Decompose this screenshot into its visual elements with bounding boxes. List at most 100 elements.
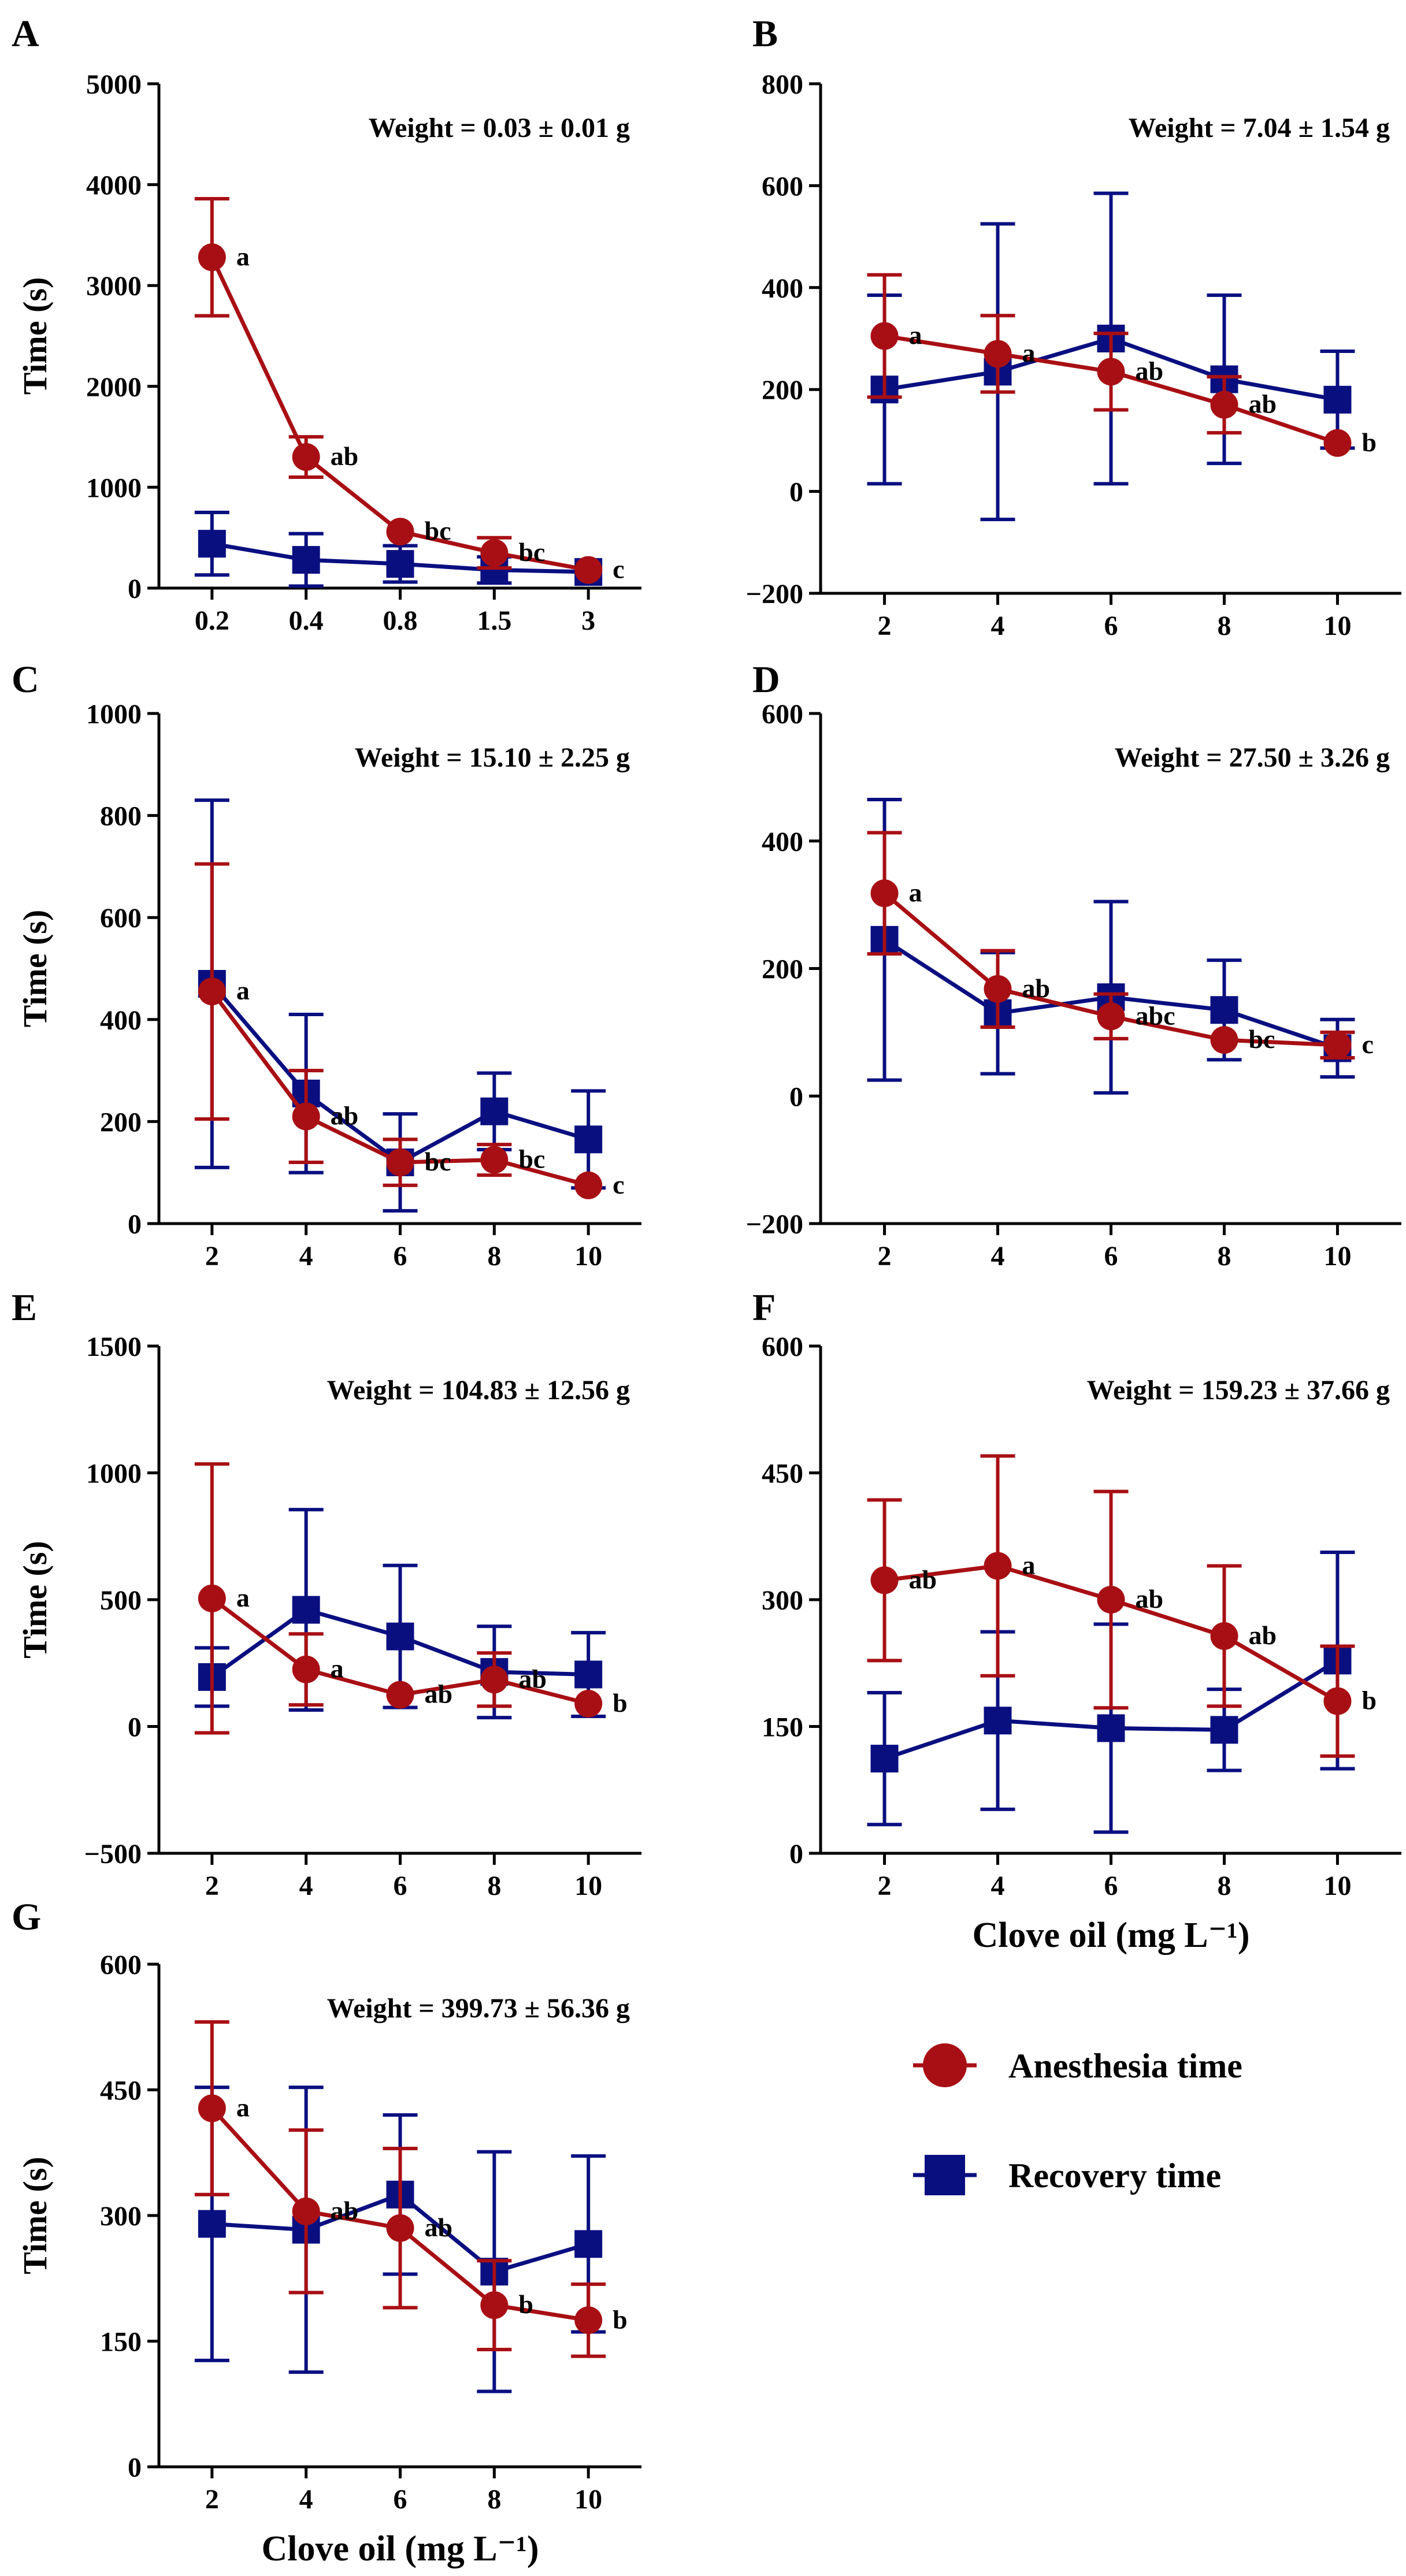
y-tick-label: 600 (100, 1950, 142, 1980)
y-axis-label: Time (s) (16, 277, 54, 395)
y-axis-label: Time (s) (16, 910, 54, 1028)
anesthesia-point (574, 556, 603, 584)
y-tick-label: 0 (128, 1712, 142, 1743)
anesthesia-point (1210, 391, 1238, 419)
y-tick-label: −200 (746, 1209, 803, 1240)
x-axis-label: Clove oil (mg L⁻¹) (972, 1916, 1249, 1955)
anesthesia-point (292, 1102, 320, 1131)
y-tick-label: 0 (128, 1209, 142, 1240)
x-tick-label: 6 (1104, 1871, 1118, 1901)
x-tick-label: 6 (1104, 1241, 1118, 1272)
weight-label: Weight = 15.10 ± 2.25 g (355, 742, 630, 773)
y-tick-label: 4000 (86, 170, 142, 201)
x-tick-label: 6 (394, 1871, 407, 1901)
series-anesthesia (194, 1462, 603, 1735)
x-tick-label: 8 (487, 1241, 501, 1272)
panel-label: G (12, 1896, 41, 1938)
anesthesia-point (198, 2094, 226, 2122)
significance-letter: a (909, 321, 922, 350)
x-tick-label: 8 (487, 2484, 501, 2515)
weight-label: Weight = 159.23 ± 37.66 g (1087, 1375, 1390, 1406)
y-tick-label: 450 (100, 2076, 142, 2106)
panel-label: B (752, 13, 778, 55)
y-tick-label: 800 (100, 801, 142, 832)
x-axis-label: Clove oil (mg L⁻¹) (261, 2529, 539, 2568)
legend-recovery-marker (913, 2155, 977, 2195)
anesthesia-point (1097, 358, 1125, 386)
weight-label: Weight = 399.73 ± 56.36 g (327, 1993, 630, 2024)
anesthesia-point (870, 879, 899, 908)
anesthesia-point (386, 518, 414, 546)
x-tick-label: 8 (1217, 1241, 1231, 1272)
y-tick-label: 600 (762, 699, 803, 730)
panel-d: D −200 0 200 400 600 2 4 6 8 10 Weight = 27.50 ± 3.… (746, 659, 1401, 1272)
anesthesia-point (1097, 1002, 1125, 1031)
series-anesthesia (194, 2020, 606, 2358)
y-tick-label: 600 (762, 1332, 803, 1362)
significance-letter: a (331, 1654, 344, 1683)
y-tick-label: 200 (100, 1107, 142, 1138)
x-tick-label: 2 (205, 2484, 219, 2515)
anesthesia-point (198, 977, 226, 1006)
y-tick-label: 0 (789, 1081, 803, 1112)
y-tick-label: 200 (762, 375, 803, 406)
significance-letter: a (1022, 338, 1036, 367)
anesthesia-point (386, 2214, 414, 2242)
x-tick-label: 1.5 (477, 605, 511, 636)
x-tick-label: 4 (991, 1241, 1005, 1272)
anesthesia-point (480, 1666, 509, 1694)
anesthesia-point (870, 1566, 899, 1594)
anesthesia-point (1097, 1586, 1125, 1614)
y-tick-label: 1000 (86, 1459, 142, 1489)
panel-label: D (752, 659, 780, 701)
y-tick-label: 0 (789, 1839, 803, 1869)
anesthesia-point (1323, 1687, 1352, 1715)
recovery-point (198, 2210, 226, 2238)
anesthesia-point (574, 2306, 603, 2335)
significance-letter: a (909, 878, 922, 907)
significance-letter: bc (518, 1144, 545, 1174)
anesthesia-point (1210, 1622, 1238, 1650)
recovery-point (1210, 1716, 1238, 1744)
x-tick-label: 6 (394, 1241, 407, 1272)
recovery-point (1097, 1714, 1125, 1742)
y-tick-label: 450 (762, 1459, 803, 1489)
significance-letter: bc (1248, 1024, 1275, 1054)
y-tick-label: 400 (762, 827, 803, 857)
panel-g: G 0 150 300 450 600 2 4 6 8 10 Time (s) Clove oil (m… (12, 1896, 641, 2568)
y-tick-label: 1000 (86, 699, 142, 730)
x-tick-label: 8 (1217, 1871, 1231, 1901)
y-axis-label: Time (s) (16, 1541, 54, 1659)
significance-letter: ab (1136, 356, 1164, 385)
anesthesia-point (198, 243, 226, 272)
significance-letter: ab (331, 1101, 359, 1131)
recovery-point (386, 1622, 414, 1651)
weight-label: Weight = 27.50 ± 3.26 g (1115, 742, 1390, 773)
recovery-point (386, 550, 414, 578)
significance-letter: a (236, 241, 250, 271)
significance-letter: bc (425, 1147, 451, 1176)
anesthesia-point (1323, 1031, 1352, 1059)
panel-f: F 0 150 300 450 600 2 4 6 8 10 Clove oil (mg L⁻¹) We… (752, 1287, 1401, 1955)
significance-letter: b (1362, 1686, 1377, 1715)
y-tick-label: −500 (84, 1839, 142, 1869)
x-tick-label: 10 (574, 1871, 602, 1901)
significance-letter: a (1022, 1550, 1036, 1579)
x-tick-label: 0.8 (383, 605, 418, 636)
significance-letter: b (613, 1688, 628, 1718)
series-recovery (867, 798, 1355, 1095)
anesthesia-point (984, 975, 1012, 1003)
significance-letter: ab (331, 441, 359, 471)
significance-letter: ab (331, 2196, 359, 2225)
significance-letter: ab (518, 1664, 547, 1693)
series-anesthesia (194, 862, 603, 1199)
y-tick-label: 3000 (86, 271, 142, 302)
x-tick-label: 10 (574, 1241, 602, 1272)
anesthesia-point (198, 1584, 226, 1612)
y-tick-label: 600 (100, 903, 142, 934)
y-tick-label: 5000 (86, 69, 142, 100)
anesthesia-point (984, 1552, 1012, 1580)
panel-a: A 0 1000 2000 3000 4000 5000 0.2 0.4 0.8 1.5 3 Time … (12, 13, 641, 636)
anesthesia-point (870, 322, 899, 350)
y-tick-label: 500 (100, 1585, 142, 1616)
